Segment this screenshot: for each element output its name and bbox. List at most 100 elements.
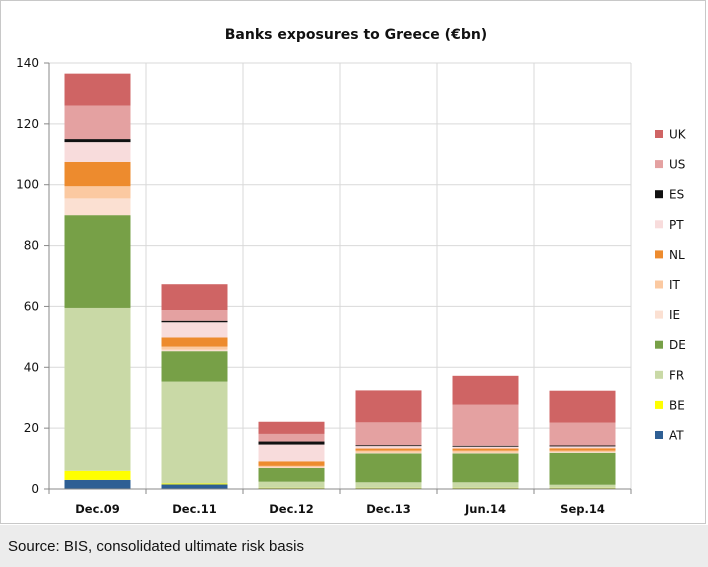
legend-label-be: BE xyxy=(669,398,685,412)
bar-segment-it-dec-13 xyxy=(355,450,422,453)
bar-segment-it-dec-09 xyxy=(64,186,131,199)
bar-segment-us-dec-12 xyxy=(258,433,325,442)
bar-segment-uk-jun-14 xyxy=(452,375,519,405)
bar-segment-es-dec-09 xyxy=(64,139,131,143)
bar-segment-de-dec-09 xyxy=(64,215,131,308)
stacked-bar-chart: Banks exposures to Greece (€bn) 0 20 40 60 8… xyxy=(16,27,687,516)
y-tick-label: 120 xyxy=(16,117,39,131)
x-tick-label: Dec.12 xyxy=(269,502,314,516)
bar-segment-nl-dec-13 xyxy=(355,448,422,451)
y-tick-label: 80 xyxy=(24,239,39,253)
y-tick-label: 140 xyxy=(16,56,39,70)
bar-segment-it-jun-14 xyxy=(452,450,519,453)
legend-label-it: IT xyxy=(669,278,681,292)
legend-swatch-pt xyxy=(655,220,663,229)
bar-segment-nl-dec-11 xyxy=(161,337,228,347)
bar-segment-uk-dec-11 xyxy=(161,284,228,311)
legend-swatch-it xyxy=(655,280,663,289)
legend-label-pt: PT xyxy=(669,218,684,232)
legend-swatch-us xyxy=(655,160,663,169)
legend-label-nl: NL xyxy=(669,248,685,262)
chart-title: Banks exposures to Greece (€bn) xyxy=(225,27,487,43)
bar-segment-be-dec-11 xyxy=(161,483,228,485)
legend-swatch-at xyxy=(655,431,663,439)
bars xyxy=(64,73,616,489)
bar-segment-ie-dec-12 xyxy=(258,467,325,469)
x-tick-label: Sep.14 xyxy=(560,502,605,516)
legend-label-fr: FR xyxy=(669,368,684,382)
bar-segment-fr-dec-11 xyxy=(161,381,228,484)
bar-segment-pt-jun-14 xyxy=(452,446,519,449)
y-tick-label: 0 xyxy=(31,482,39,496)
bar-segment-es-jun-14 xyxy=(452,445,519,447)
bar-segment-be-dec-12 xyxy=(258,487,325,489)
bar-segment-de-sep-14 xyxy=(549,452,616,485)
bar-segment-nl-dec-12 xyxy=(258,461,325,466)
chart-frame: Banks exposures to Greece (€bn) 0 20 40 60 8… xyxy=(0,0,706,524)
bar-segment-at-dec-09 xyxy=(64,479,131,489)
bar-segment-us-dec-11 xyxy=(161,310,228,321)
bar-segment-us-dec-09 xyxy=(64,105,131,140)
bar-segment-it-dec-11 xyxy=(161,346,228,350)
legend-swatch-ie xyxy=(655,310,663,319)
bar-segment-it-dec-12 xyxy=(258,465,325,468)
bar-segment-nl-jun-14 xyxy=(452,448,519,451)
bar-segment-uk-dec-13 xyxy=(355,390,422,423)
legend-swatch-be xyxy=(655,400,663,409)
bar-segment-ie-dec-13 xyxy=(355,452,422,454)
legend-label-ie: IE xyxy=(669,308,680,322)
gridlines xyxy=(49,62,632,489)
bar-segment-pt-dec-12 xyxy=(258,444,325,462)
source-bar: Source: BIS, consolidated ultimate risk … xyxy=(0,525,708,567)
bar-segment-ie-sep-14 xyxy=(549,452,616,453)
bar-segment-pt-dec-09 xyxy=(64,142,131,162)
bar-segment-ie-dec-11 xyxy=(161,349,228,352)
bar-segment-fr-sep-14 xyxy=(549,484,616,488)
legend-swatch-fr xyxy=(655,370,663,379)
bar-segment-fr-dec-13 xyxy=(355,482,422,488)
bar-segment-fr-dec-09 xyxy=(64,307,131,471)
x-tick-label: Dec.13 xyxy=(366,502,411,516)
bar-segment-uk-dec-12 xyxy=(258,421,325,434)
legend-swatch-de xyxy=(655,340,663,349)
bar-segment-de-dec-12 xyxy=(258,468,325,482)
legend-label-es: ES xyxy=(669,188,684,202)
y-tick-label: 100 xyxy=(16,178,39,192)
bar-segment-ie-dec-09 xyxy=(64,198,131,216)
bar-segment-uk-dec-09 xyxy=(64,73,131,106)
bar-segment-pt-dec-11 xyxy=(161,322,228,338)
bar-segment-pt-dec-13 xyxy=(355,446,422,449)
legend-label-at: AT xyxy=(669,429,684,443)
bar-segment-us-dec-13 xyxy=(355,422,422,446)
bar-segment-uk-sep-14 xyxy=(549,390,616,423)
legend-label-us: US xyxy=(669,158,685,172)
y-tick-label: 60 xyxy=(24,299,39,313)
x-tick-label: Jun.14 xyxy=(464,502,506,516)
bar-segment-pt-sep-14 xyxy=(549,446,616,449)
bar-segment-us-jun-14 xyxy=(452,404,519,446)
bar-segment-be-dec-09 xyxy=(64,470,131,480)
x-tick-label: Dec.09 xyxy=(75,502,120,516)
x-tick-label: Dec.11 xyxy=(172,502,217,516)
y-tick-label: 20 xyxy=(24,421,39,435)
bar-segment-it-sep-14 xyxy=(549,450,616,453)
legend-swatch-uk xyxy=(655,130,663,138)
bar-segment-at-dec-11 xyxy=(161,484,228,489)
legend-swatch-nl xyxy=(655,250,663,259)
bar-segment-es-sep-14 xyxy=(549,445,616,447)
bar-segment-us-sep-14 xyxy=(549,422,616,446)
legend-label-de: DE xyxy=(669,338,686,352)
bar-segment-de-dec-13 xyxy=(355,453,422,483)
bar-segment-be-sep-14 xyxy=(549,487,616,489)
bar-segment-de-dec-11 xyxy=(161,351,228,382)
bar-segment-nl-sep-14 xyxy=(549,448,616,451)
bar-segment-fr-dec-12 xyxy=(258,481,325,488)
bar-segment-fr-jun-14 xyxy=(452,482,519,488)
bar-segment-es-dec-13 xyxy=(355,445,422,447)
bar-segment-be-jun-14 xyxy=(452,487,519,489)
legend-swatch-es xyxy=(655,190,663,199)
bar-segment-es-dec-11 xyxy=(161,320,228,323)
bar-segment-de-jun-14 xyxy=(452,453,519,483)
legend-label-uk: UK xyxy=(669,128,687,142)
axes: 0 20 40 60 80 100 120 140 Dec.09 Dec.11 Dec.12 Dec.… xyxy=(16,56,632,516)
